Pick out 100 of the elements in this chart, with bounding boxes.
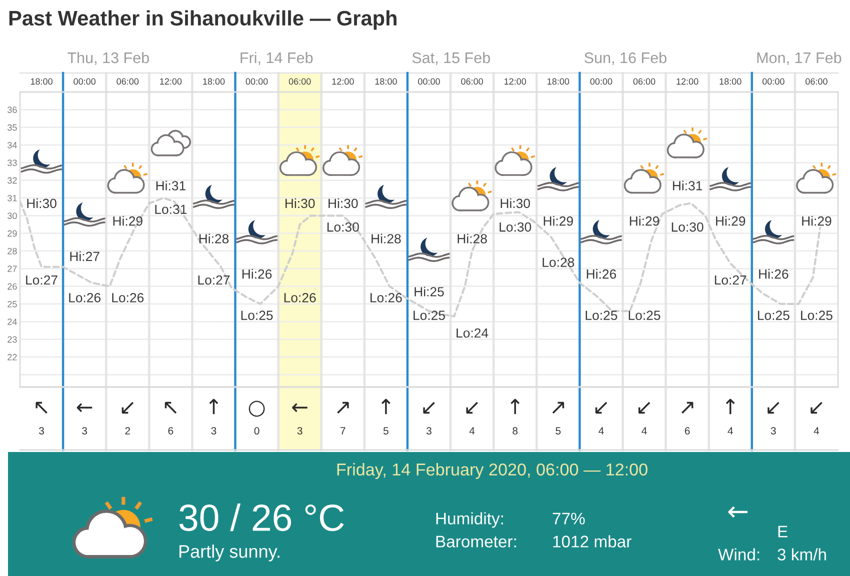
data-label: 4	[598, 427, 604, 434]
data-label: 4	[814, 427, 820, 434]
annotation: Lo:30	[500, 222, 532, 232]
data-label: 6	[684, 427, 690, 435]
x-tick-label: 00:00	[762, 78, 784, 85]
text: Humidity:	[436, 512, 503, 528]
y-tick-label: 24	[8, 318, 17, 325]
y-tick-label: 31	[8, 194, 17, 202]
text: Friday, 14 February 2020, 06:00 — 12:00	[337, 463, 648, 479]
text: ↑	[726, 398, 735, 414]
y-tick-label: 27	[8, 266, 17, 272]
annotation: Hi:29	[802, 216, 832, 226]
annotation: Hi:29	[113, 216, 142, 226]
text: 30 / 26 °C	[179, 504, 344, 532]
data-label: 6	[168, 427, 174, 435]
text: ↙	[423, 402, 435, 414]
y-tick-label: 35	[8, 124, 17, 131]
text: ↖	[36, 402, 48, 414]
chart-title: Past Weather in Sihanoukville — Graph	[9, 10, 396, 30]
annotation: Lo:30	[672, 222, 704, 232]
data-label: 4	[642, 427, 647, 434]
x-tick-label: 18:00	[203, 78, 225, 85]
x-tick-label: 18:00	[30, 78, 52, 85]
data-label: 3	[297, 427, 302, 435]
y-tick-label: 33	[8, 160, 17, 166]
text: 1012 mbar	[553, 535, 632, 548]
y-tick-label: 36	[8, 106, 17, 114]
x-tick-label: 12:00	[332, 78, 354, 85]
annotation: Hi:30	[286, 198, 315, 208]
y-tick-label: 30	[8, 212, 17, 220]
annotation: Hi:27	[70, 251, 100, 261]
annotation: Hi:26	[242, 269, 272, 279]
annotation: Lo:28	[542, 258, 574, 268]
annotation: Hi:28	[458, 234, 487, 244]
annotation: Hi:26	[759, 269, 788, 279]
x-tick-label: 00:00	[590, 78, 612, 85]
data-label: 0	[254, 427, 260, 435]
annotation: Hi:30	[328, 198, 358, 208]
annotation: Hi:29	[630, 216, 660, 226]
data-label: 3	[770, 427, 776, 435]
text: Wind:	[718, 548, 760, 560]
annotation: Lo:26	[112, 293, 144, 302]
x-tick-label: 06:00	[116, 78, 139, 85]
x-tick-label: 06:00	[461, 78, 483, 85]
data-label: 3	[39, 427, 44, 435]
text: ↑	[510, 398, 520, 414]
annotation: Lo:26	[69, 293, 101, 302]
annotation: Hi:29	[716, 216, 746, 226]
y-tick-label: 26	[8, 283, 17, 290]
annotation: Lo:30	[327, 222, 359, 232]
text: ○	[248, 400, 265, 417]
text: Barometer:	[436, 536, 516, 548]
text: ↙	[810, 402, 822, 414]
ref-line-label: Thu, 13 Feb	[68, 52, 149, 66]
text: ↖	[164, 402, 177, 414]
text: 3 km/h	[778, 548, 826, 560]
annotation: Hi:30	[27, 198, 56, 208]
x-tick-label: 00:00	[74, 78, 96, 85]
ref-line-label: Sat, 15 Feb	[412, 52, 490, 66]
annotation: Lo:26	[284, 293, 316, 302]
ref-line-label: Sun, 16 Feb	[584, 52, 666, 66]
annotation: Lo:25	[628, 310, 660, 320]
y-tick-label: 28	[8, 248, 17, 254]
annotation: Hi:28	[372, 234, 401, 244]
annotation: Lo:26	[370, 293, 402, 302]
annotation: Lo:25	[414, 310, 445, 320]
y-tick-label: 29	[8, 230, 17, 237]
data-label: 5	[556, 427, 561, 435]
annotation: Lo:25	[801, 310, 832, 320]
ref-line-label: Fri, 14 Feb	[240, 52, 313, 66]
text: ↙	[122, 402, 134, 414]
text: ↑	[209, 398, 218, 414]
x-tick-label: 18:00	[548, 78, 570, 85]
x-tick-label: 12:00	[160, 78, 182, 85]
annotation: Lo:31	[155, 204, 187, 214]
text: ↗	[552, 402, 564, 414]
annotation: Lo:27	[714, 275, 746, 285]
ref-line-label: Mon, 17 Feb	[757, 52, 842, 66]
annotation: Hi:28	[199, 234, 229, 244]
text: Partly sunny.	[179, 544, 280, 562]
x-tick-label: 18:00	[720, 78, 742, 85]
data-label: 4	[469, 427, 475, 434]
annotation: Lo:24	[456, 328, 488, 338]
text: ←	[292, 403, 308, 412]
y-tick-label: 32	[8, 177, 17, 184]
y-tick-label: 22	[8, 354, 17, 360]
data-label: 3	[82, 427, 88, 435]
text: ↙	[638, 402, 650, 414]
annotation: Hi:30	[500, 198, 530, 208]
x-tick-label: 18:00	[375, 78, 397, 85]
data-label: 5	[383, 427, 388, 435]
data-label: 3	[211, 427, 216, 435]
text: ↗	[682, 402, 694, 414]
data-label: 7	[340, 427, 346, 434]
x-tick-label: 00:00	[418, 78, 440, 85]
x-tick-label: 06:00	[806, 78, 828, 85]
x-tick-label: 06:00	[288, 78, 311, 85]
y-tick-label: 34	[8, 142, 17, 148]
text: E	[778, 526, 788, 538]
text: ←	[76, 403, 92, 412]
